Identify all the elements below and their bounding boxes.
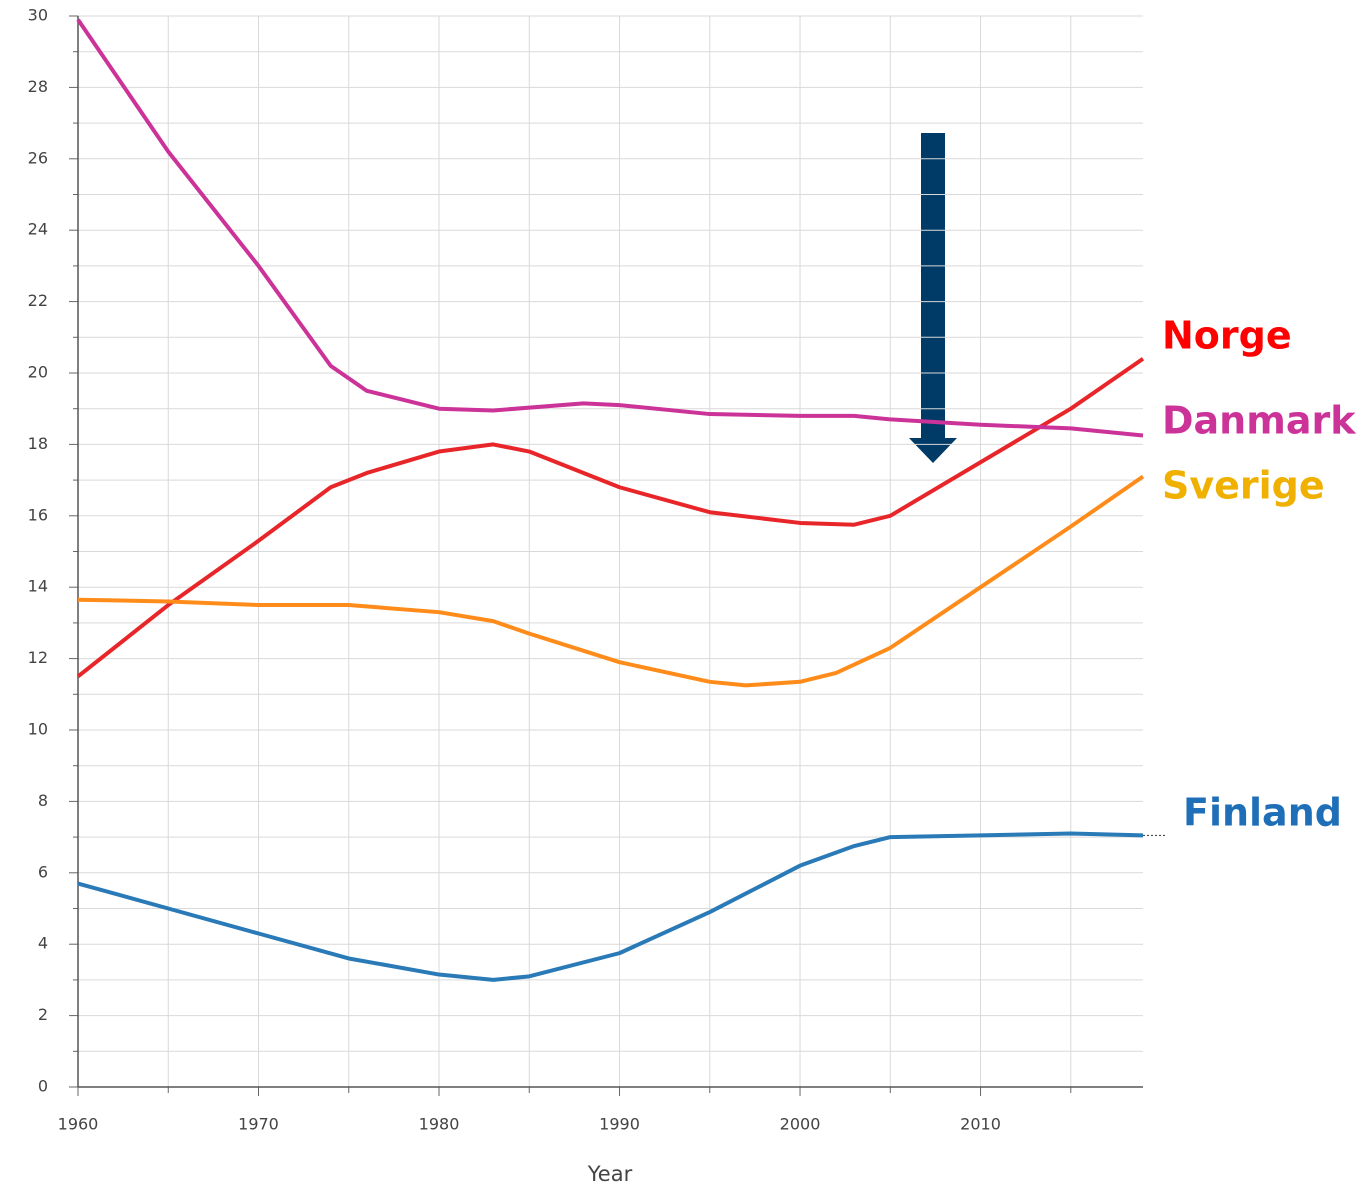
y-tick-label: 10 — [28, 720, 48, 739]
x-tick-label: 1970 — [238, 1115, 279, 1134]
y-tick-label: 24 — [28, 220, 48, 239]
x-tick-label: 1990 — [599, 1115, 640, 1134]
y-tick-label: 16 — [28, 505, 48, 524]
line-series — [77, 474, 1145, 688]
y-tick-label: 8 — [38, 791, 48, 810]
y-tick-label: 26 — [28, 148, 48, 167]
x-tick-label: 1980 — [419, 1115, 460, 1134]
y-tick-label: 4 — [38, 934, 48, 953]
y-tick-label: 14 — [28, 577, 48, 596]
y-tick-label: 0 — [38, 1077, 48, 1096]
arrow-shaft — [921, 133, 945, 438]
legend-label: Norge — [1162, 314, 1292, 358]
y-tick-label: 18 — [28, 434, 48, 453]
x-axis-label: Year — [587, 1162, 633, 1186]
legend-label: Finland — [1183, 791, 1342, 835]
line-series — [77, 831, 1144, 982]
arrow — [909, 133, 957, 463]
x-tick-label: 1960 — [58, 1115, 99, 1134]
legend-label: Danmark — [1162, 399, 1356, 443]
y-tick-label: 2 — [38, 1005, 48, 1024]
y-tick-label: 28 — [28, 77, 48, 96]
y-tick-label: 20 — [28, 363, 48, 382]
line-series — [76, 357, 1145, 679]
y-tick-label: 6 — [38, 862, 48, 881]
arrow-head — [909, 438, 957, 463]
line-series — [76, 18, 1144, 438]
x-tick-label: 2010 — [960, 1115, 1001, 1134]
x-tick-label: 2000 — [780, 1115, 821, 1134]
y-tick-label: 12 — [28, 648, 48, 667]
y-tick-label: 30 — [28, 6, 48, 25]
y-tick-label: 22 — [28, 291, 48, 310]
legend-label: Sverige — [1162, 464, 1325, 508]
